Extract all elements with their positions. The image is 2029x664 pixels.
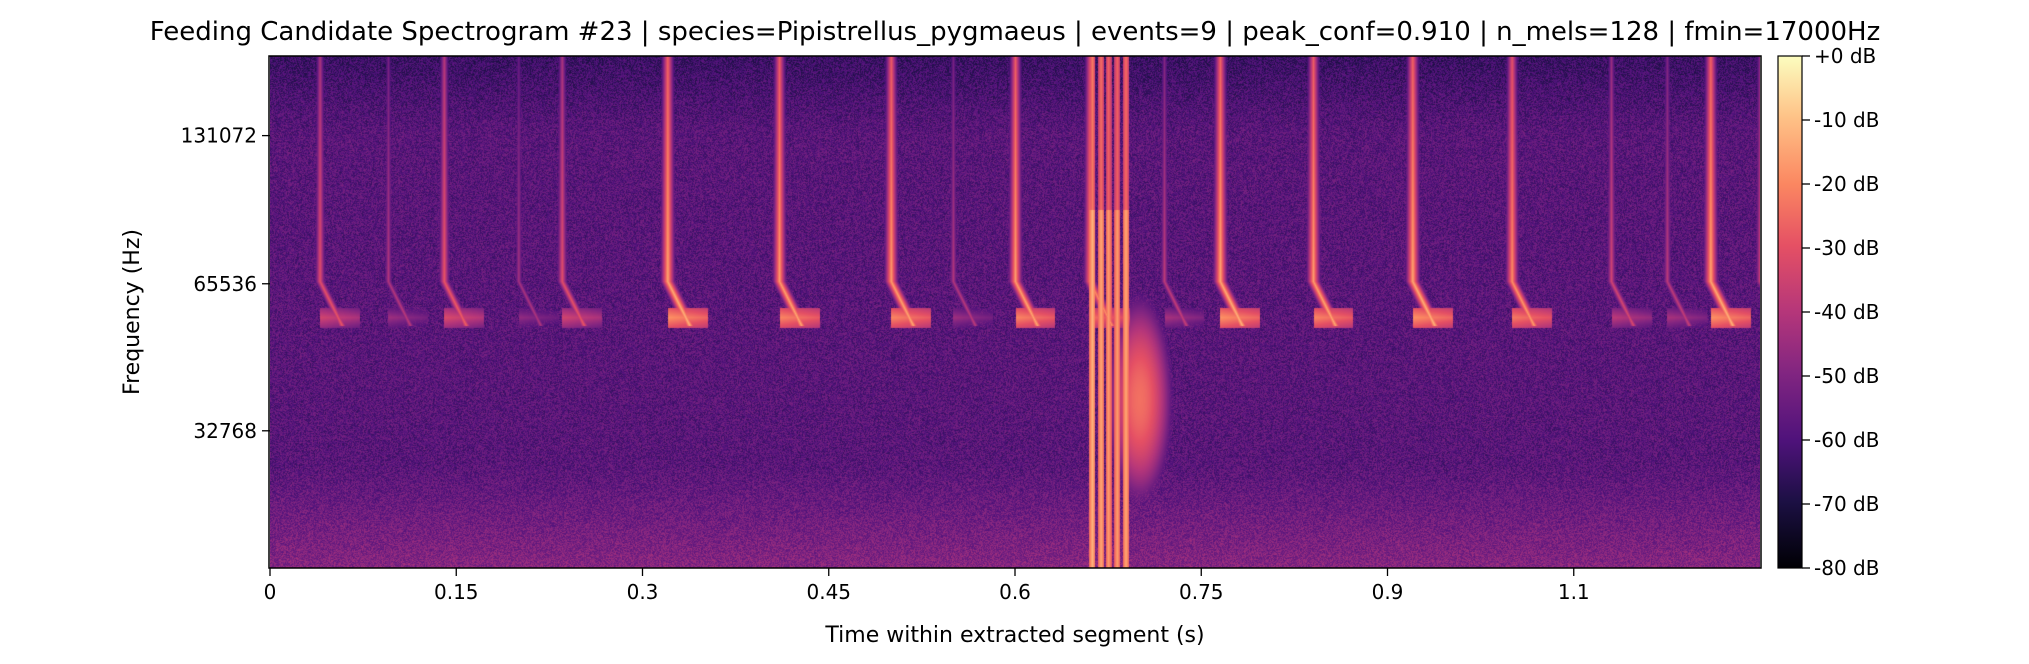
colorbar-gradient [1777, 55, 1803, 569]
x-tick-label: 0.9 [1372, 580, 1404, 604]
x-tick-label: 0.6 [999, 580, 1031, 604]
spectrogram-image [270, 56, 1760, 568]
colorbar-tick-label: -50 dB [1814, 364, 1879, 388]
y-tick-label: 65536 [193, 272, 257, 296]
colorbar: +0 dB -10 dB -20 dB -30 dB -40 dB -50 dB -60 d… [1777, 44, 1879, 580]
x-tick-label: 0.45 [806, 580, 851, 604]
colorbar-tick-label: -80 dB [1814, 556, 1879, 580]
x-tick-label: 0 [264, 580, 277, 604]
x-axis-label: Time within extracted segment (s) [824, 623, 1204, 648]
y-axis-label: Frequency (Hz) [120, 229, 145, 395]
y-axis: 32768 65536 131072 [181, 124, 270, 443]
x-tick-label: 0.15 [434, 580, 479, 604]
colorbar-tick-label: -70 dB [1814, 492, 1879, 516]
x-tick-label: 0.3 [627, 580, 659, 604]
colorbar-tick-label: -40 dB [1814, 300, 1879, 324]
colorbar-tick-label: -20 dB [1814, 172, 1879, 196]
x-tick-label: 1.1 [1558, 580, 1590, 604]
y-tick-label: 131072 [181, 124, 257, 148]
colorbar-ticks: +0 dB -10 dB -20 dB -30 dB -40 dB -50 dB -60 d… [1802, 44, 1879, 580]
x-axis: 0 0.15 0.3 0.45 0.6 0.75 0.9 1.1 [264, 568, 1590, 604]
x-tick-label: 0.75 [1179, 580, 1224, 604]
colorbar-tick-label: +0 dB [1814, 44, 1876, 68]
colorbar-tick-label: -10 dB [1814, 108, 1879, 132]
colorbar-tick-label: -30 dB [1814, 236, 1879, 260]
colorbar-tick-label: -60 dB [1814, 428, 1879, 452]
chart-title: Feeding Candidate Spectrogram #23 | spec… [150, 17, 1881, 47]
y-tick-label: 32768 [193, 419, 257, 443]
